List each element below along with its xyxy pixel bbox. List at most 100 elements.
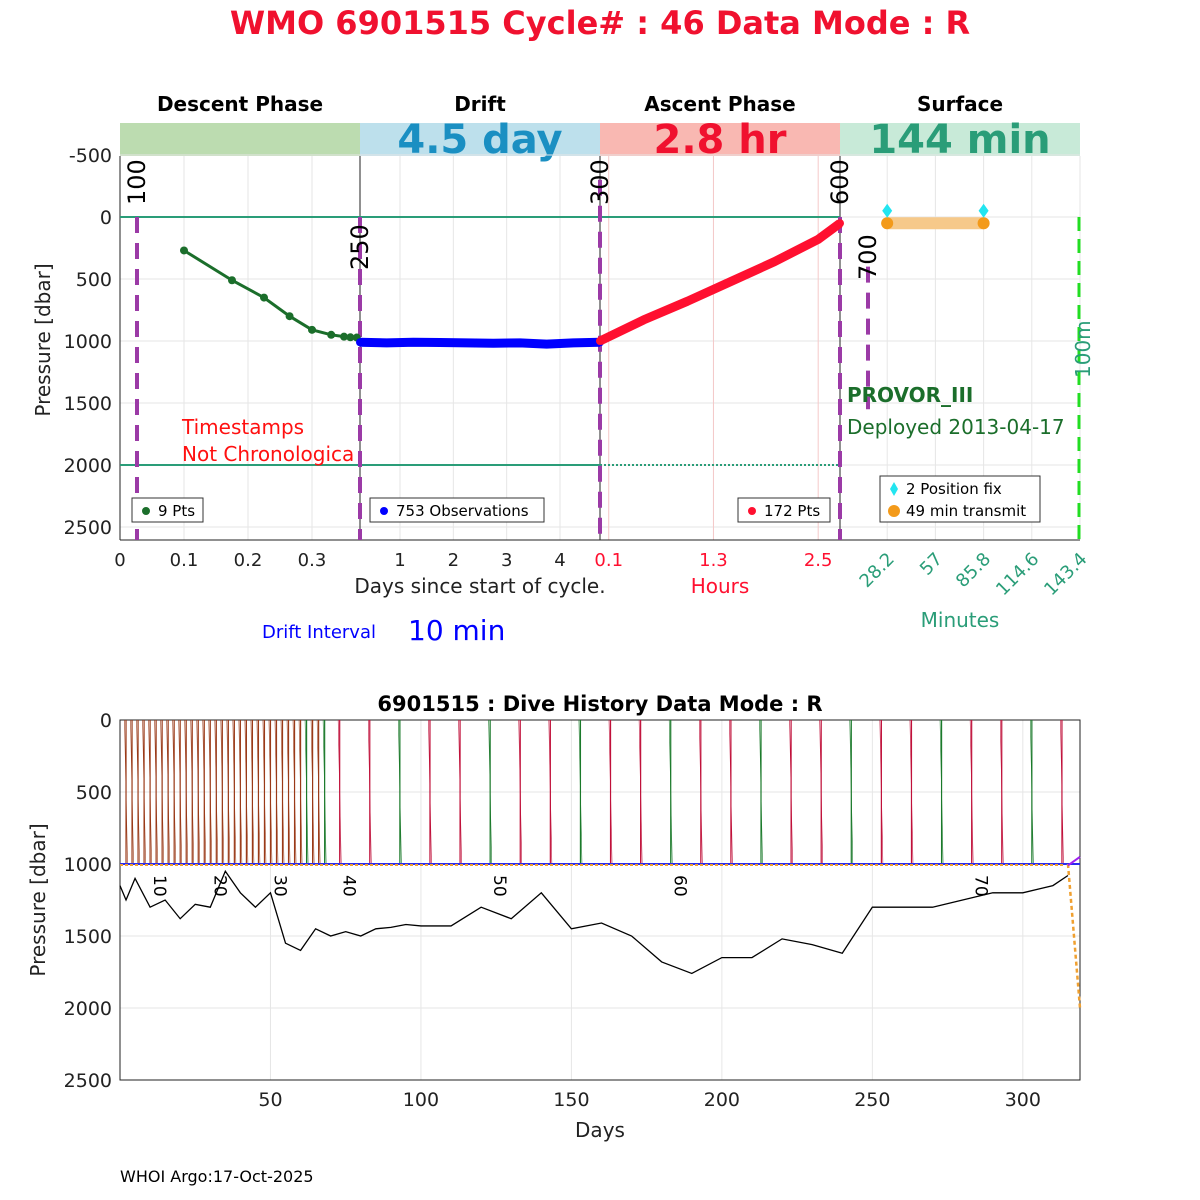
history-cycle-label: 40 xyxy=(339,875,359,897)
history-profiles xyxy=(124,719,1064,865)
drift-point xyxy=(436,338,444,347)
history-cycle-label: 30 xyxy=(269,875,289,897)
transmission-marker-label: 100m xyxy=(1071,320,1095,378)
warning-text: Timestamps xyxy=(181,415,304,439)
deploy-date: Deployed 2013-04-17 xyxy=(847,415,1065,439)
history-profile-line xyxy=(172,719,176,865)
history-profile-line xyxy=(202,719,207,865)
legend-box xyxy=(369,497,545,523)
history-profile-line xyxy=(208,719,213,865)
history-profile-line xyxy=(178,719,182,865)
history-profile-line xyxy=(428,719,432,865)
y-tick-label: 1000 xyxy=(64,331,112,353)
history-title: 6901515 : Dive History Data Mode : R xyxy=(377,692,822,716)
descent-point xyxy=(327,330,336,339)
x-tick-label: 85.8 xyxy=(952,549,995,592)
history-profile-line xyxy=(909,719,914,865)
y-tick-label: 1500 xyxy=(64,393,112,415)
phase-marker-label: 700 xyxy=(854,234,882,280)
x-axis-label-days: Days since start of cycle. xyxy=(354,574,605,598)
history-profile-line xyxy=(184,719,189,865)
legend-label: 753 Observations xyxy=(396,502,529,520)
y-tick-label: 500 xyxy=(76,269,112,291)
history-y-tick-label: 0 xyxy=(100,710,112,732)
ascent-point xyxy=(639,315,648,324)
phase-marker-label: 600 xyxy=(826,159,854,205)
legend-swatch xyxy=(142,507,150,515)
x-tick-label: 4 xyxy=(554,550,565,571)
legend-surface: 2 Position fix 49 min transmit xyxy=(879,475,1041,523)
legend-descent: 9 Pts xyxy=(131,497,204,523)
history-profile-line xyxy=(316,719,321,865)
drift-point xyxy=(409,338,418,347)
history-profile-line xyxy=(304,719,309,865)
history-cycle-label: 60 xyxy=(670,875,690,897)
history-profile-line xyxy=(969,719,974,865)
footer-credit: WHOI Argo:17-Oct-2025 xyxy=(120,1167,314,1186)
ascent-point xyxy=(596,337,604,345)
x-tick-label: 143.4 xyxy=(1040,549,1091,600)
x-axis-label-minutes: Minutes xyxy=(921,608,1000,632)
warning-text: Not Chronologica xyxy=(182,442,354,466)
phase-marker-label: 250 xyxy=(346,224,374,270)
transmit-point xyxy=(977,217,990,230)
transmit-point xyxy=(881,217,894,230)
ascent-point xyxy=(814,235,823,244)
drift-point xyxy=(382,338,391,347)
phase-band xyxy=(120,123,360,156)
history-y-tick-label: 1000 xyxy=(64,854,112,876)
history-profile-line xyxy=(226,719,231,865)
history-profile-line xyxy=(1030,719,1034,865)
history-profile-line xyxy=(256,719,261,865)
ascent-series-line xyxy=(598,219,843,346)
phase-band xyxy=(600,123,840,156)
history-x-tick-label: 50 xyxy=(258,1089,282,1111)
history-profile-line xyxy=(518,719,523,865)
history-x-tick-label: 200 xyxy=(704,1089,740,1111)
legend-label: 49 min transmit xyxy=(906,502,1026,520)
history-bottom-depth-line xyxy=(119,869,1069,975)
history-x-tick-label: 100 xyxy=(403,1089,439,1111)
x-tick-label: 114.6 xyxy=(992,549,1043,600)
phase-duration: 4.5 day xyxy=(397,117,562,163)
y-tick-label: -500 xyxy=(69,145,112,167)
y-tick-label: 2000 xyxy=(64,455,112,477)
legend-swatch xyxy=(748,507,756,515)
history-final-descent xyxy=(1066,863,1082,1009)
phase-marker-label: 300 xyxy=(586,159,614,205)
phase-header: Drift xyxy=(454,92,506,116)
x-tick-label: 3 xyxy=(501,550,512,571)
history-cycle-label: 50 xyxy=(489,875,509,897)
history-profile-line xyxy=(668,719,673,865)
history-profile-line xyxy=(292,719,297,865)
drift-point xyxy=(516,338,524,347)
history-profile-line xyxy=(274,719,279,865)
legend-swatch xyxy=(888,505,900,517)
figure-title: WMO 6901515 Cycle# : 46 Data Mode : R xyxy=(230,4,970,42)
phase-header: Descent Phase xyxy=(157,92,323,116)
descent-point xyxy=(308,325,316,334)
history-profile-line xyxy=(1060,719,1064,865)
x-tick-label: 1.3 xyxy=(699,550,728,571)
history-y-tick-label: 2500 xyxy=(64,1070,112,1092)
history-final-drift xyxy=(1067,855,1081,867)
history-profile-line xyxy=(136,719,140,865)
drift-point xyxy=(462,338,471,347)
descent-series-line xyxy=(183,249,357,340)
history-profile-line xyxy=(638,719,643,865)
history-profile-line xyxy=(759,719,763,865)
x-tick-label: 2 xyxy=(448,550,459,571)
descent-point xyxy=(180,246,188,255)
history-profile-line xyxy=(298,719,303,865)
descent-point xyxy=(346,333,355,342)
x-tick-label: 0 xyxy=(114,550,125,571)
history-profile-line xyxy=(268,719,273,865)
x-tick-label: 0.2 xyxy=(234,550,263,571)
legend-label: 9 Pts xyxy=(158,502,195,520)
position-fix-point xyxy=(882,203,893,218)
legend-label: 2 Position fix xyxy=(906,480,1002,498)
history-x-axis-label: Days xyxy=(575,1118,625,1142)
history-profile-line xyxy=(729,719,733,865)
y-axis-label: Pressure [dbar] xyxy=(31,263,55,416)
